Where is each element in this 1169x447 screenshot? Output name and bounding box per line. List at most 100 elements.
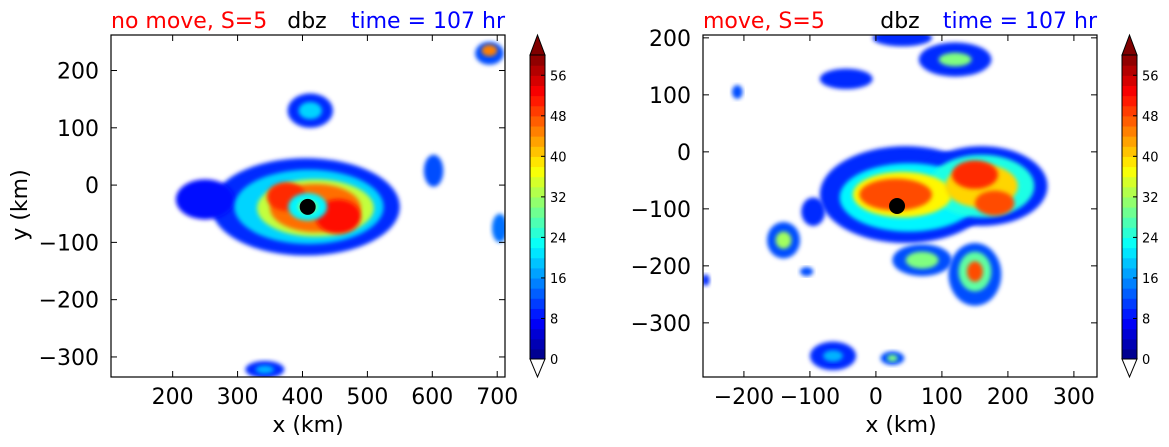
colorbar-band [530,166,545,178]
reflectivity-cell [819,68,873,90]
reflectivity-cell [492,213,505,243]
colorbar-tick-label: 24 [550,231,567,246]
colorbar-band [1122,186,1137,198]
reflectivity-cell [966,261,983,282]
colorbar-extend-min [1121,358,1138,379]
colorbar-band [530,105,545,117]
colorbar-frame [529,54,546,360]
colorbar-band [530,288,545,299]
storm-center-marker [889,198,906,214]
colorbar-band [530,176,545,188]
colorbar-extend-max [1121,33,1138,56]
reflectivity-cell [905,251,939,269]
x-tick-label: 600 [411,385,453,410]
colorbar-band [530,146,545,157]
title-right: time = 107 hr [943,9,1098,34]
x-tick-label: −200 [714,385,774,410]
x-tick-label: 300 [1053,385,1095,410]
colorbar-band [530,338,545,350]
colorbar-band [530,227,545,238]
y-tick-label: 200 [649,27,691,52]
storm-center-marker [299,198,316,215]
reflectivity-cell [298,102,322,120]
panel-no-move: no move, S=5 dbz time = 107 hr 200 300 400… [8,9,567,438]
colorbar-band [1122,125,1137,137]
colorbar-band [1122,267,1137,279]
colorbar-band [530,237,545,249]
colorbar-band [1122,75,1137,86]
colorbar-band [530,186,545,198]
colorbar-tick-label: 16 [1142,272,1159,287]
colorbar-band [1122,348,1137,360]
colorbar-band [530,348,545,360]
colorbar-band [1122,176,1137,188]
reflectivity-cell [175,179,235,220]
reflectivity-cell [823,350,843,362]
y-tick-label: 100 [57,117,99,142]
colorbar-band [1122,105,1137,117]
y-axis-label: y (km) [8,169,33,240]
colorbar-band [1122,166,1137,178]
colorbar-band [530,257,545,269]
colorbar-frame [1121,54,1138,360]
colorbar-band [1122,95,1137,107]
colorbar-band [530,115,545,127]
colorbar-band [530,328,545,340]
x-tick-label: 300 [217,385,259,410]
reflectivity-cell [703,274,710,286]
colorbar-tick-label: 0 [550,353,558,368]
colorbar-band [1122,196,1137,208]
colorbar-band [530,125,545,137]
colorbar-band [1122,338,1137,350]
colorbar: 0 8 16 24 32 40 48 56 [1121,33,1159,379]
reflectivity-cell [775,231,792,249]
colorbar-band [530,196,545,208]
reflectivity-cell [801,197,826,226]
colorbar-band [1122,227,1137,238]
reflectivity-cell [872,35,932,47]
colorbar-band [530,75,545,86]
colorbar-tick-label: 8 [550,312,558,327]
y-tick-label: 200 [57,60,99,85]
colorbar-tick-label: 40 [1142,150,1159,165]
y-tick-label: −300 [631,312,691,337]
colorbar-band [530,55,545,66]
colorbar-band [1122,237,1137,249]
colorbar-band [1122,277,1137,289]
y-tick-label: −300 [39,346,99,371]
x-tick-label: 200 [987,385,1029,410]
colorbar-band [530,247,545,259]
reflectivity-cell [859,178,933,211]
x-axis-label: x (km) [272,413,343,438]
x-tick-label: 100 [921,385,963,410]
colorbar-band [1122,328,1137,340]
colorbar-band [1122,136,1137,147]
title-left: move, S=5 [703,9,825,34]
y-tick-label: −200 [39,289,99,314]
colorbar-band [530,156,545,168]
colorbar-band [1122,288,1137,299]
reflectivity-field [703,35,1048,371]
colorbar-band [530,267,545,279]
x-tick-label: 200 [152,385,194,410]
colorbar-band [530,95,545,107]
colorbar-band [530,85,545,97]
colorbar-tick-label: 0 [1142,353,1150,368]
colorbar-band [530,308,545,320]
colorbar-extend-max [529,33,546,56]
colorbar-band [1122,308,1137,320]
colorbar-band [1122,156,1137,168]
colorbar-band [1122,257,1137,269]
colorbar-band [1122,65,1137,76]
reflectivity-cell [255,365,274,374]
heatmap-plot: 200 300 400 500 600 700 200 100 0 −100 −200 −300 [39,34,518,410]
reflectivity-cell [951,160,999,189]
plot-frame [110,34,506,378]
reflectivity-cell [938,52,972,67]
colorbar-tick-label: 48 [1142,110,1159,125]
reflectivity-cell [887,354,898,362]
title-center: dbz [880,9,919,34]
reflectivity-cell [732,85,743,99]
